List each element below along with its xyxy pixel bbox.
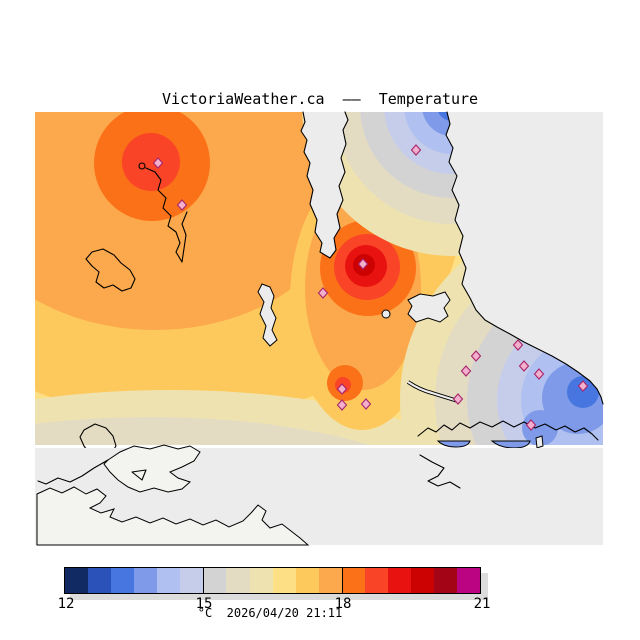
lake <box>257 283 278 347</box>
colorbar-band <box>88 568 112 593</box>
station-marker[interactable] <box>577 380 589 392</box>
station-marker[interactable] <box>176 199 188 211</box>
map-title: VictoriaWeather.ca —— Temperature <box>161 90 479 108</box>
colorbar-band <box>226 568 250 593</box>
station-marker[interactable] <box>470 350 482 362</box>
colorbar-bar <box>64 567 481 594</box>
station-marker[interactable] <box>360 398 372 410</box>
colorbar-band <box>134 568 158 593</box>
colorbar-band <box>457 568 481 593</box>
station-marker[interactable] <box>518 360 530 372</box>
colorbar-tick-label: 12 <box>57 596 75 612</box>
colorbar-tick-line <box>203 567 204 594</box>
station-marker[interactable] <box>533 368 545 380</box>
station-marker[interactable] <box>317 287 329 299</box>
colorbar-band <box>65 568 89 593</box>
station-marker[interactable] <box>152 157 164 169</box>
colorbar-datetime: 2026/04/20 21:11 <box>226 606 343 620</box>
colorbar-caption: °C 2026/04/20 21:11 <box>198 606 343 620</box>
colorbar-band <box>295 568 319 593</box>
coast-lobe <box>436 440 471 448</box>
lower-map-strip <box>35 444 603 546</box>
colorbar-band <box>180 568 204 593</box>
station-marker[interactable] <box>357 258 369 270</box>
islet <box>535 435 544 449</box>
station-marker[interactable] <box>336 383 348 395</box>
coast-lobe <box>490 440 531 449</box>
station-marker[interactable] <box>410 144 422 156</box>
station-markers <box>152 144 589 431</box>
lake <box>407 291 451 323</box>
station-marker[interactable] <box>452 393 464 405</box>
station-marker[interactable] <box>336 399 348 411</box>
colorbar-band <box>434 568 458 593</box>
colorbar-tick-label: 15 <box>195 596 213 612</box>
pond <box>381 309 391 319</box>
colorbar-tick-label: 18 <box>334 596 352 612</box>
colorbar-tick-label: 21 <box>473 596 491 612</box>
station-marker[interactable] <box>512 339 524 351</box>
colorbar-band <box>410 568 434 593</box>
colorbar-band <box>341 568 365 593</box>
station-marker[interactable] <box>460 365 472 377</box>
colorbar-band <box>157 568 181 593</box>
colorbar-band <box>203 568 227 593</box>
colorbar-band <box>272 568 296 593</box>
colorbar-band <box>387 568 411 593</box>
colorbar-band <box>318 568 342 593</box>
channel-water <box>407 381 459 403</box>
colorbar-band <box>249 568 273 593</box>
coastlines <box>79 111 604 460</box>
station-marker[interactable] <box>525 419 537 431</box>
colorbar-unit: °C <box>197 606 213 620</box>
colorbar-band <box>111 568 135 593</box>
colorbar-tick-line <box>342 567 343 594</box>
colorbar-band <box>364 568 388 593</box>
